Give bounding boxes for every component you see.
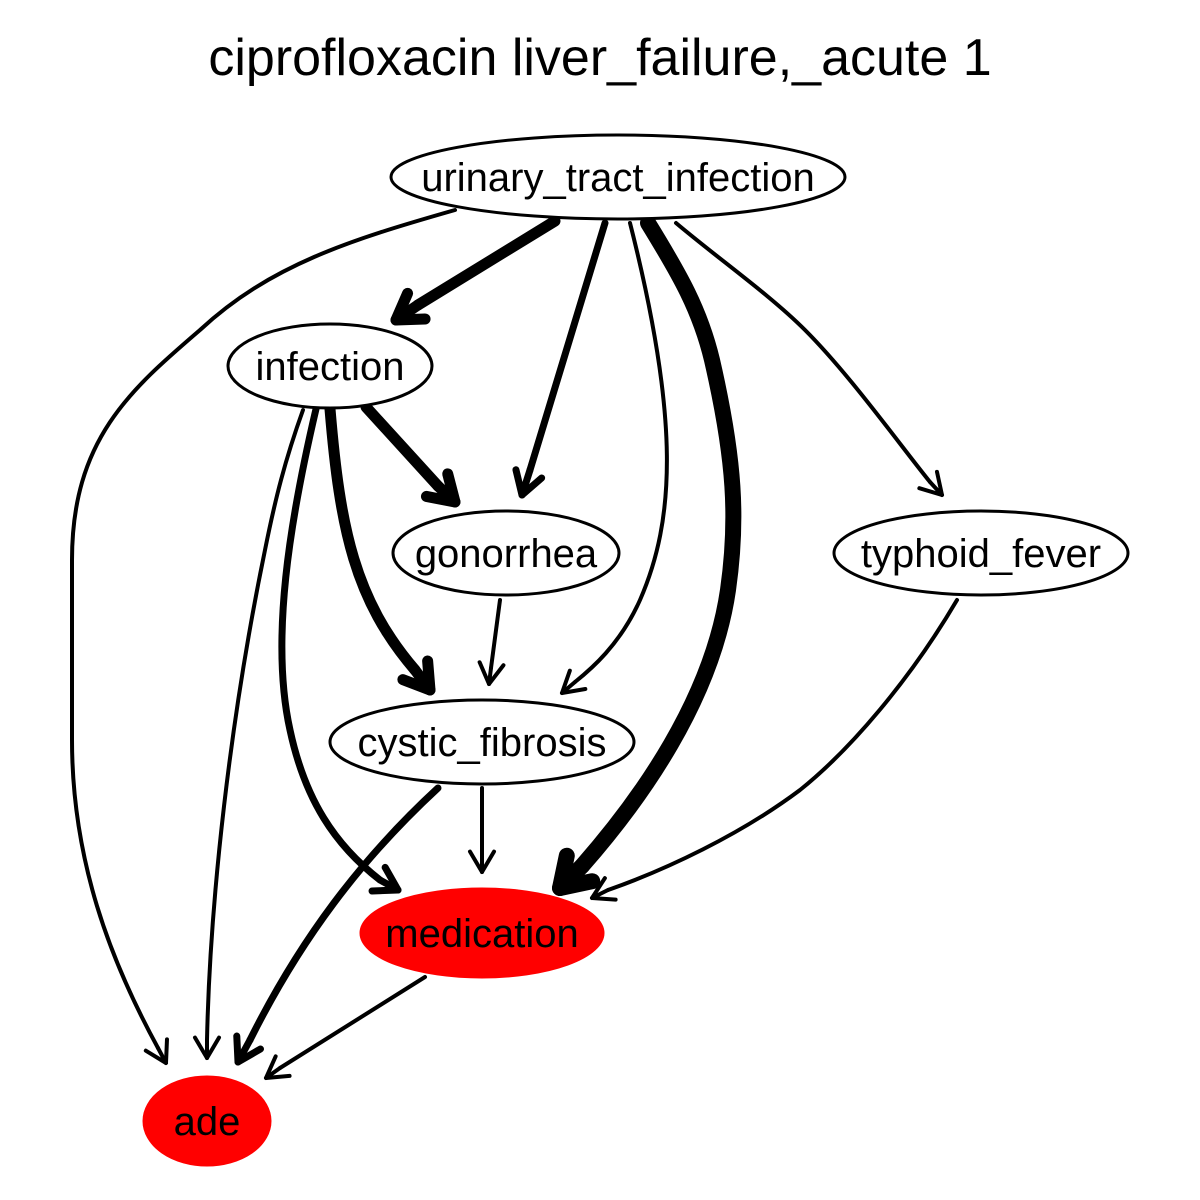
edge-infection-to-cystic_fibrosis [324, 403, 436, 696]
node-gonorrhea: gonorrhea [391, 509, 621, 597]
node-label: urinary_tract_infection [421, 156, 815, 200]
diagram-title: ciprofloxacin liver_failure,_acute 1 [208, 29, 992, 87]
edge-infection-to-ade [193, 408, 305, 1060]
node-cystic-fibrosis: cystic_fibrosis [328, 698, 636, 786]
node-label: medication [385, 912, 578, 956]
edge-typhoid_fever-to-medication [590, 598, 959, 902]
edge-infection-to-gonorrhea [360, 401, 461, 508]
edge-urinary_tract_infection-to-medication [552, 215, 742, 896]
node-shape [832, 509, 1130, 597]
node-label: gonorrhea [415, 532, 598, 576]
edge-gonorrhea-to-cystic_fibrosis [477, 598, 506, 686]
node-label: ade [174, 1100, 241, 1144]
edge-urinary_tract_infection-to-infection [390, 215, 561, 326]
node-shape [226, 322, 434, 410]
edge-urinary_tract_infection-to-cystic_fibrosis [560, 221, 669, 695]
edge-cystic_fibrosis-to-ade [233, 784, 442, 1066]
node-label: cystic_fibrosis [358, 721, 607, 765]
node-shape [389, 133, 847, 221]
edge-urinary_tract_infection-to-ade [70, 208, 457, 1065]
node-medication: medication [359, 887, 605, 979]
edge-urinary_tract_infection-to-gonorrhea [512, 219, 609, 499]
edge-infection-to-medication [278, 405, 402, 895]
edge-urinary_tract_infection-to-typhoid_fever [674, 221, 944, 497]
node-typhoid-fever: typhoid_fever [832, 509, 1130, 597]
edge-medication-to-ade [264, 975, 427, 1080]
node-label: infection [256, 345, 405, 389]
node-label: typhoid_fever [861, 532, 1101, 576]
node-infection: infection [226, 322, 434, 410]
node-ade: ade [142, 1075, 272, 1167]
node-shape [391, 509, 621, 597]
node-shape [328, 698, 636, 786]
edge-cystic_fibrosis-to-medication [468, 786, 496, 874]
node-urinary-tract-infection: urinary_tract_infection [389, 133, 847, 221]
node-shape [359, 887, 605, 979]
node-shape [142, 1075, 272, 1167]
